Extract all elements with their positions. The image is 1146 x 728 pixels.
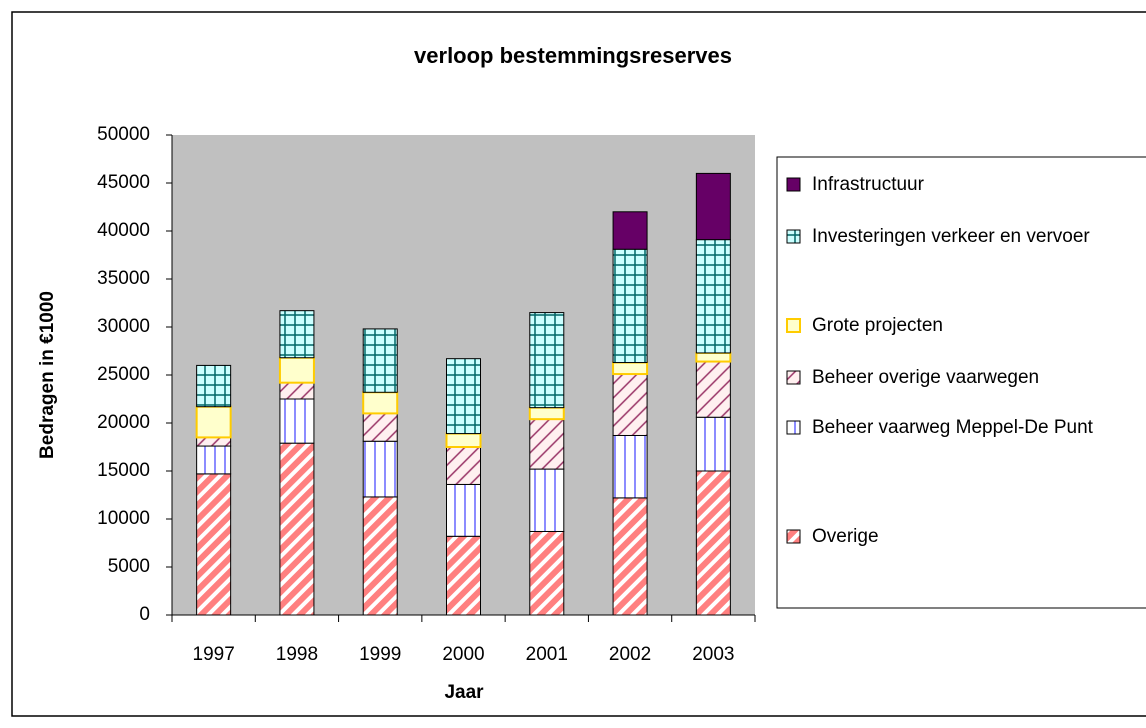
x-tick-label: 1998 — [276, 644, 318, 665]
x-tick-label: 2002 — [609, 644, 651, 665]
bar-segment — [695, 416, 731, 472]
legend-swatch — [786, 177, 801, 192]
bar-segment — [612, 434, 648, 499]
x-tick-label: 2000 — [442, 644, 484, 665]
bar-segment — [612, 361, 649, 376]
bar-segment — [196, 436, 232, 447]
x-tick-label: 1997 — [193, 644, 235, 665]
legend-swatch — [786, 318, 801, 333]
bar-segment — [446, 358, 481, 435]
bar-segment — [612, 373, 648, 436]
bar-segment — [446, 483, 481, 537]
y-axis-title: Bedragen in €1000 — [37, 291, 58, 459]
legend-label: Investeringen verkeer en vervoer — [812, 226, 1090, 247]
legend-label: Beheer vaarweg Meppel-De Punt — [812, 417, 1093, 438]
legend-box — [776, 156, 1146, 609]
bar-segment — [196, 473, 232, 616]
bar-segment — [446, 535, 481, 616]
bar-segment — [196, 445, 232, 475]
x-tick-label: 2003 — [692, 644, 734, 665]
y-tick-label: 40000 — [97, 220, 150, 241]
bar-segment — [695, 351, 732, 363]
bar-segment — [362, 440, 398, 498]
y-tick-label: 35000 — [97, 268, 150, 289]
bar-segment — [529, 312, 565, 409]
bar-segment — [529, 530, 565, 616]
chart-title: verloop bestemmingsreserves — [414, 43, 732, 68]
bar-segment — [279, 382, 315, 400]
bar-segment — [695, 361, 731, 418]
y-tick-label: 50000 — [97, 124, 150, 145]
bar-segment — [695, 239, 731, 354]
legend-swatch — [786, 529, 801, 544]
x-tick-label: 2001 — [526, 644, 568, 665]
legend-label: Beheer overige vaarwegen — [812, 367, 1040, 388]
bar-segment — [362, 391, 399, 415]
legend-label: Grote projecten — [812, 315, 943, 336]
bar-segment — [612, 248, 648, 364]
bar-segment — [695, 172, 731, 241]
x-axis-title: Jaar — [444, 682, 484, 703]
y-tick-label: 0 — [139, 604, 150, 625]
bar-segment — [278, 356, 315, 384]
bar-segment — [279, 442, 315, 616]
y-tick-label: 45000 — [97, 172, 150, 193]
legend-label: Infrastructuur — [812, 174, 924, 195]
bar-segment — [445, 432, 482, 448]
bar-segment — [362, 496, 398, 616]
bar-segment — [529, 468, 565, 532]
y-tick-label: 30000 — [97, 316, 150, 337]
y-tick-label: 25000 — [97, 364, 150, 385]
x-tick-label: 1999 — [359, 644, 401, 665]
bar-segment — [612, 497, 648, 616]
bar-segment — [196, 364, 232, 408]
y-tick-label: 15000 — [97, 460, 150, 481]
bar-segment — [528, 406, 565, 421]
y-tick-label: 5000 — [108, 556, 150, 577]
legend-swatch — [786, 420, 801, 435]
bar-segment — [695, 470, 731, 616]
y-tick-label: 20000 — [97, 412, 150, 433]
bar-segment — [362, 412, 398, 442]
legend-swatch — [786, 229, 801, 244]
y-tick-label: 10000 — [97, 508, 150, 529]
bar-segment — [279, 398, 315, 444]
bar-segment — [362, 328, 398, 393]
bar-segment — [195, 405, 232, 439]
legend-label: Overige — [812, 526, 879, 547]
bar-segment — [446, 446, 481, 485]
bar-segment — [279, 310, 315, 359]
legend-swatch — [786, 370, 801, 385]
bar-segment — [612, 211, 648, 250]
bar-segment — [529, 418, 565, 470]
